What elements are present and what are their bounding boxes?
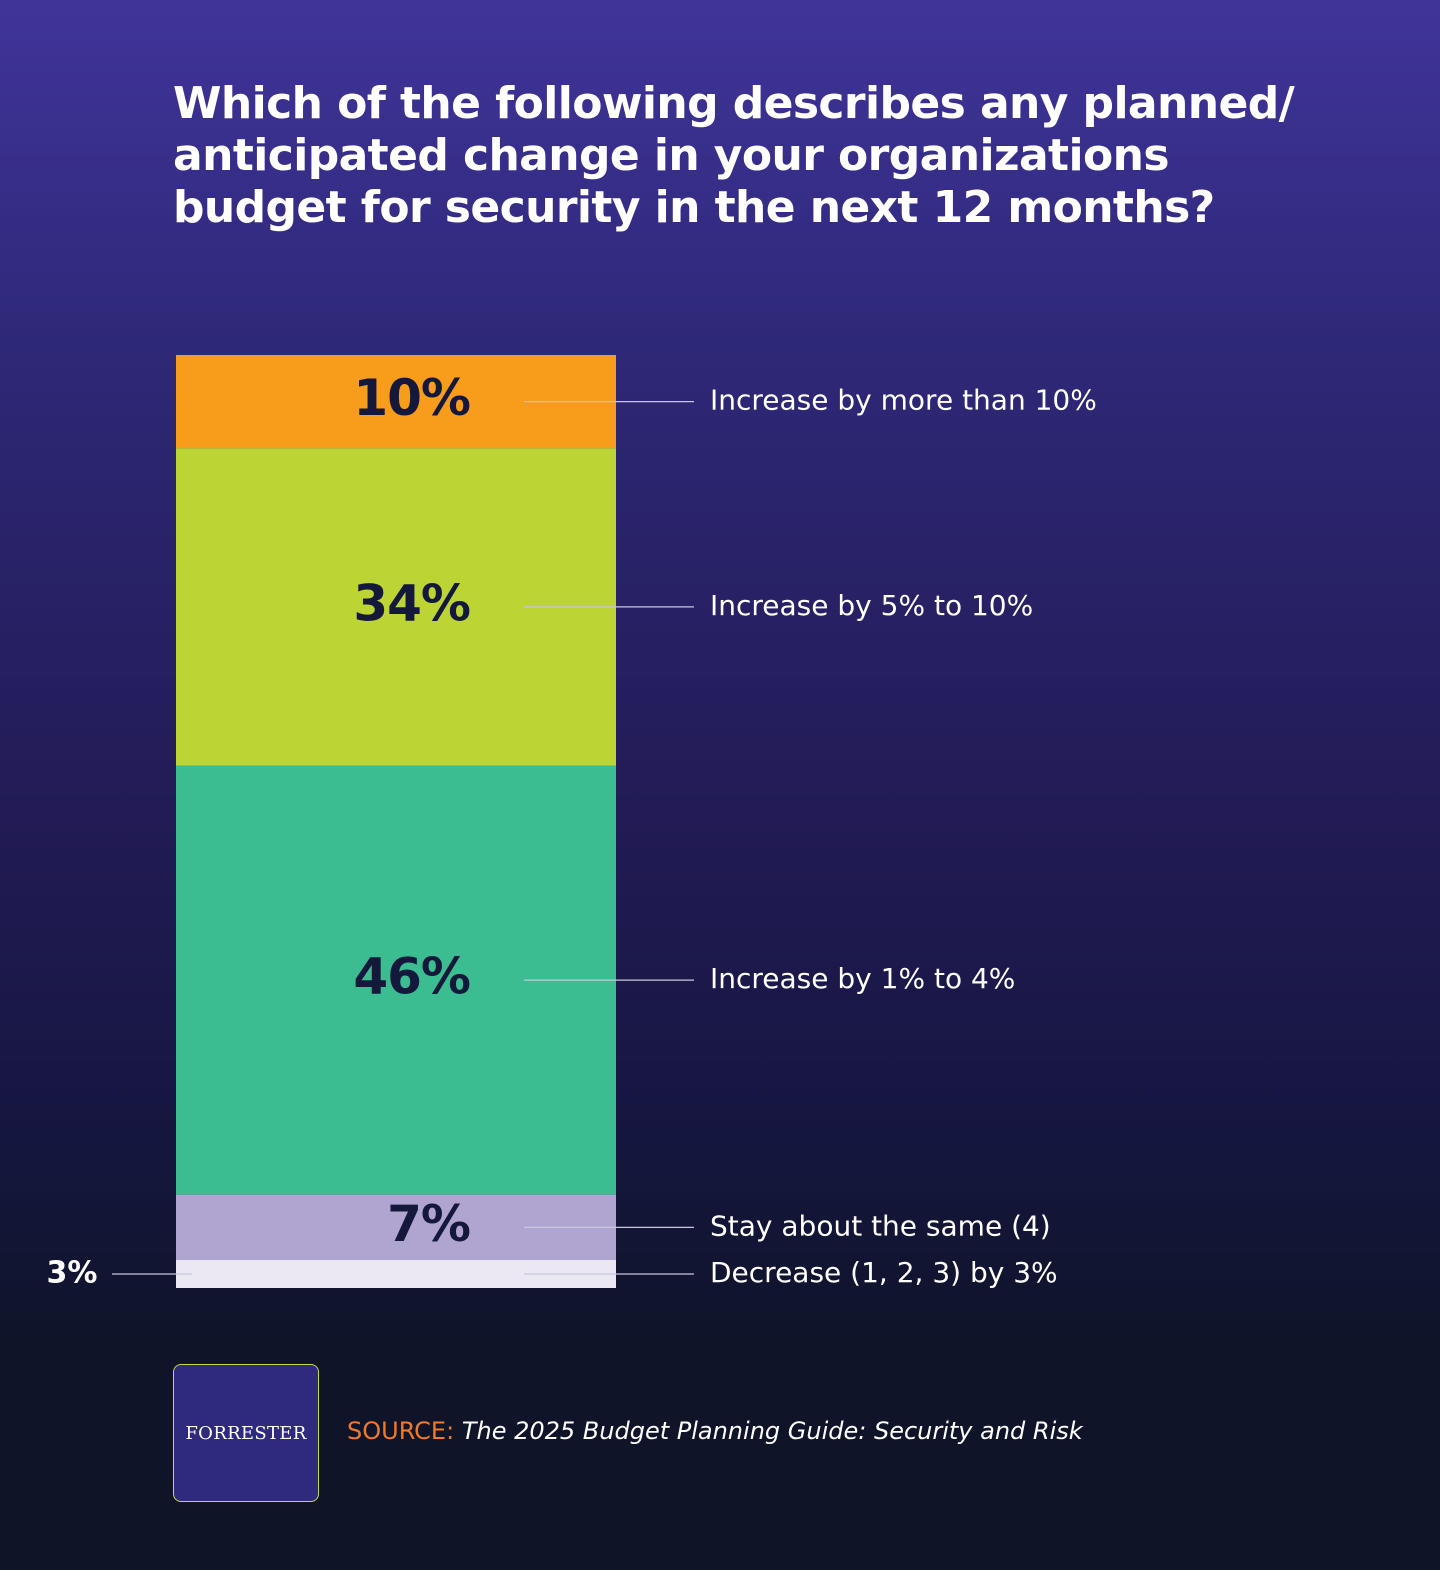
category-label-1: Increase by more than 10% (710, 384, 1097, 417)
source-text: The 2025 Budget Planning Guide: Security… (461, 1417, 1083, 1445)
logo-text: Forrester (185, 1422, 307, 1444)
forrester-logo: Forrester (173, 1364, 319, 1502)
value-label-3: 46% (353, 948, 470, 1006)
category-label-4: Stay about the same (4) (710, 1209, 1051, 1242)
value-label-4: 7% (387, 1195, 470, 1253)
source-line: SOURCE: The 2025 Budget Planning Guide: … (347, 1414, 1083, 1448)
value-label-1: 10% (353, 369, 470, 427)
category-label-2: Increase by 5% to 10% (710, 589, 1033, 622)
category-label-3: Increase by 1% to 4% (710, 962, 1015, 995)
category-label-5: Decrease (1, 2, 3) by 3% (710, 1256, 1058, 1289)
value-label-2: 34% (353, 574, 470, 632)
source-prefix: SOURCE: (347, 1417, 455, 1445)
chart-title: Which of the following describes any pla… (173, 78, 1295, 233)
value-label-5: 3% (47, 1256, 98, 1291)
footer: Forrester SOURCE: The 2025 Budget Planni… (173, 1364, 1273, 1504)
